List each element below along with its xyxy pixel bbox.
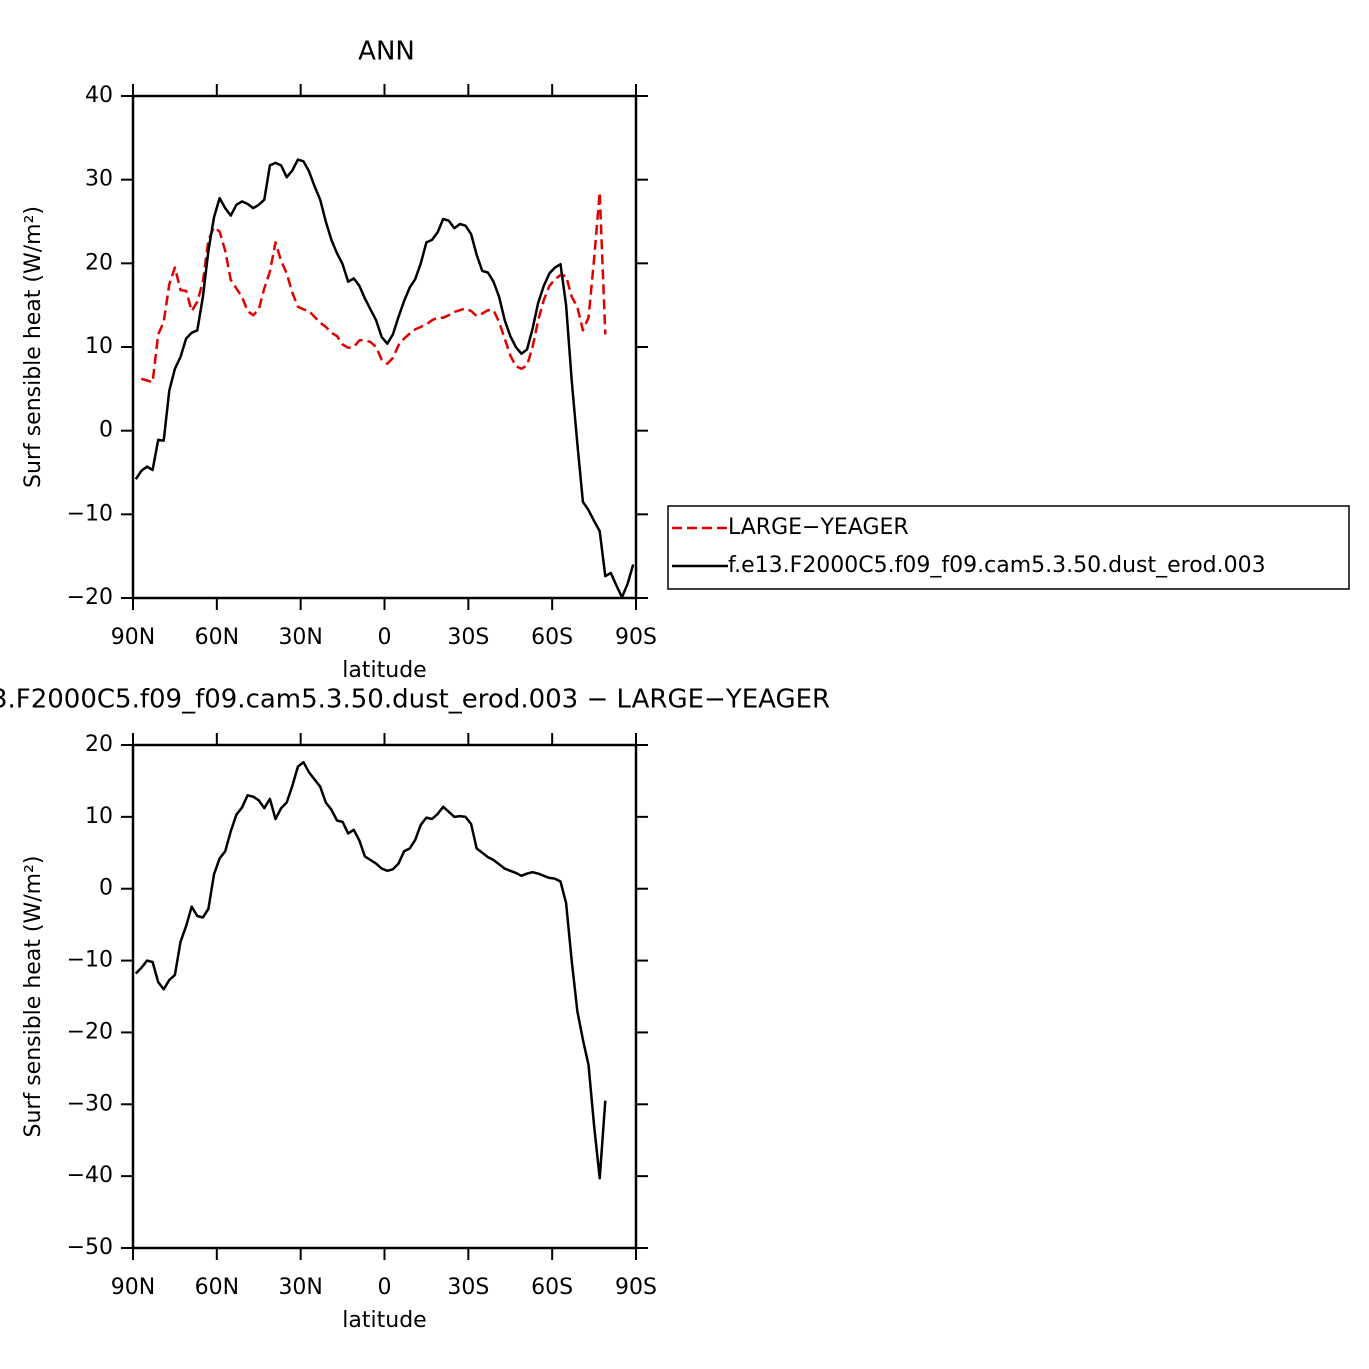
data-line xyxy=(141,190,607,384)
y-tick-label: 20 xyxy=(85,732,113,757)
data-line xyxy=(134,158,635,599)
chart-title: ANN xyxy=(358,37,415,67)
x-tick-label: 30S xyxy=(447,1275,489,1300)
x-axis-label: latitude xyxy=(342,1308,426,1333)
y-tick-label: 10 xyxy=(85,334,113,359)
x-tick-label: 60N xyxy=(195,1275,239,1300)
chart-title: f.e13.F2000C5.f09_f09.cam5.3.50.dust_ero… xyxy=(0,685,830,715)
x-tick-label: 0 xyxy=(378,1275,392,1300)
x-axis-label: latitude xyxy=(342,658,426,683)
y-tick-label: 30 xyxy=(85,167,113,192)
data-line xyxy=(134,760,607,1180)
plot-frame xyxy=(131,743,638,1250)
y-tick-label: −40 xyxy=(67,1163,113,1188)
x-tick-label: 90N xyxy=(111,1275,155,1300)
y-tick-label: 40 xyxy=(85,83,113,108)
x-tick-label: 90S xyxy=(615,625,657,650)
y-tick-label: 10 xyxy=(85,804,113,829)
x-tick-label: 60S xyxy=(531,625,573,650)
plot-frame xyxy=(131,94,638,600)
y-tick-label: −50 xyxy=(67,1235,113,1260)
y-tick-label: 0 xyxy=(99,876,113,901)
x-tick-label: 30N xyxy=(278,625,322,650)
x-tick-label: 90N xyxy=(111,625,155,650)
y-tick-label: −20 xyxy=(67,585,113,610)
legend-label: f.e13.F2000C5.f09_f09.cam5.3.50.dust_ero… xyxy=(728,553,1266,578)
y-axis-label: Surf sensible heat (W/m²) xyxy=(21,206,46,488)
legend-label: LARGE−YEAGER xyxy=(728,515,909,540)
y-tick-label: 0 xyxy=(99,418,113,443)
x-tick-label: 0 xyxy=(378,625,392,650)
legend-box xyxy=(667,505,1350,590)
y-tick-label: −10 xyxy=(67,948,113,973)
x-tick-label: 30N xyxy=(278,1275,322,1300)
x-tick-label: 90S xyxy=(615,1275,657,1300)
x-tick-label: 60S xyxy=(531,1275,573,1300)
x-tick-label: 60N xyxy=(195,625,239,650)
y-tick-label: −10 xyxy=(67,501,113,526)
y-tick-label: −20 xyxy=(67,1019,113,1044)
y-tick-label: −30 xyxy=(67,1091,113,1116)
x-tick-label: 30S xyxy=(447,625,489,650)
y-axis-label: Surf sensible heat (W/m²) xyxy=(21,856,46,1138)
y-tick-label: 20 xyxy=(85,250,113,275)
